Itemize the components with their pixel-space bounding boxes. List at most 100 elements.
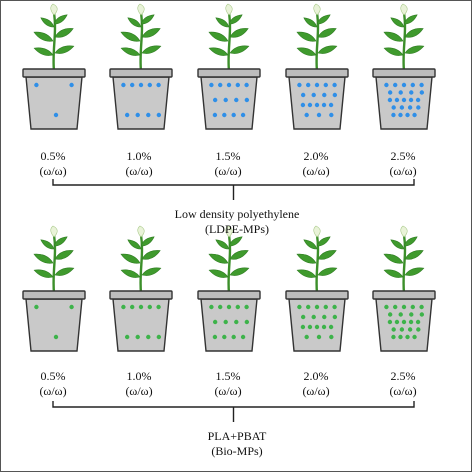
ldpe-label-5: 2.5% (ω/ω) [368,149,438,179]
unit-label: (ω/ω) [389,164,417,178]
microplastic-particle [222,112,227,118]
leaf [120,253,141,264]
microplastic-particle [419,304,424,310]
percent-label: 1.5% [215,369,241,383]
leaf [390,239,405,250]
leaf [303,239,318,250]
microplastic-particle [416,105,421,110]
microplastic-particle [240,334,246,340]
leaf [208,47,229,56]
microplastic-particle [156,112,162,118]
microplastic-particle [399,327,405,332]
leaf [54,250,74,260]
microplastic-particle [231,334,236,340]
microplastic-particle [234,319,239,325]
microplastic-particle [231,112,236,118]
unit-label: (ω/ω) [214,384,242,398]
leaf [33,47,54,56]
microplastic-particle [311,314,316,320]
leaf [33,269,54,278]
microplastic-particle [235,82,240,88]
leaf [141,250,161,260]
leaf [404,45,425,54]
bio-caption: PLA+PBAT (Bio-MPs) [107,429,367,459]
microplastic-particle [130,82,135,88]
microplastic-particle [314,304,320,310]
microplastic-particle [322,314,327,320]
microplastic-particle [323,304,328,310]
unit-label: (ω/ω) [302,164,330,178]
microplastic-particle [156,304,161,310]
microplastic-particle [419,82,424,88]
leaf [296,47,317,56]
plant-bud [313,225,321,238]
microplastic-particle [407,327,413,332]
microplastic-particle [328,324,334,330]
percent-label: 1.5% [215,149,241,163]
bio-label-4: 2.0% (ω/ω) [281,369,351,399]
percent-label: 1.0% [126,369,152,383]
microplastic-particle [300,92,306,98]
microplastic-particle [398,112,403,118]
microplastic-particle [398,90,403,95]
ldpe-label-4: 2.0% (ω/ω) [281,149,351,179]
microplastic-particle [222,334,227,340]
microplastic-particle [138,304,144,310]
microplastic-particle [212,112,218,118]
microplastic-particle [34,82,39,88]
microplastic-particle [416,327,421,332]
microplastic-particle [218,304,223,310]
leaf [403,14,418,25]
microplastic-particle [401,319,407,325]
microplastic-particle [306,304,311,310]
microplastic-particle [212,97,218,103]
group-title: Low density polyethylene [174,207,300,221]
microplastic-particle [223,319,228,325]
plant-stem [315,233,320,295]
leaf [54,28,74,38]
leaf [229,267,250,276]
plant-stem [227,233,232,295]
microplastic-particle [391,334,396,340]
microplastic-particle [244,319,250,325]
leaf [141,267,162,276]
pot-rim [22,68,86,78]
microplastic-particle [410,304,415,310]
microplastic-particle [156,82,161,88]
potted-plant [109,225,173,352]
bio-label-5: 2.5% (ω/ω) [368,369,438,399]
leaf [229,250,249,260]
microplastic-particle [415,319,421,325]
leaf [208,253,229,264]
microplastic-particle [226,82,232,88]
microplastic-particle [209,304,214,310]
microplastic-particle [387,319,393,325]
microplastic-particle [332,314,338,320]
percent-label: 2.0% [303,369,329,383]
microplastic-particle [138,82,144,88]
microplastic-particle [124,334,130,340]
bio-label-1: 0.5% (ω/ω) [18,369,88,399]
unit-label: (ω/ω) [389,384,417,398]
plant-bud [137,3,145,16]
microplastic-particle [314,82,320,88]
leaf [404,250,424,260]
bio-pot-row [22,225,436,422]
potted-plant [285,3,349,130]
leaf [296,269,317,278]
microplastic-particle [328,102,334,108]
plant-bud [137,225,145,238]
leaf [53,236,68,247]
microplastic-particle [391,105,396,110]
leaf [54,45,75,54]
microplastic-particle [307,102,313,108]
microplastic-particle [394,97,400,103]
microplastic-particle [146,112,151,118]
microplastic-particle [235,304,240,310]
microplastic-particle [147,304,152,310]
leaf [140,14,155,25]
microplastic-particle [387,97,393,103]
unit-label: (ω/ω) [39,384,67,398]
microplastic-particle [409,312,414,317]
